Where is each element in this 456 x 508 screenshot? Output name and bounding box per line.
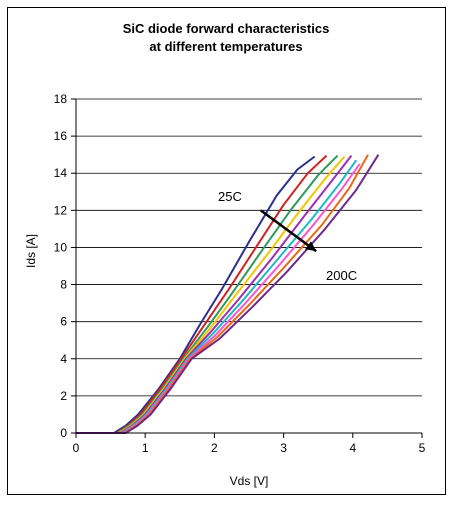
y-tick-label-16: 16 — [54, 129, 68, 143]
series-line-1 — [76, 155, 316, 434]
temperature-arrow — [260, 209, 317, 253]
x-tick-label-3: 3 — [280, 441, 287, 455]
annotation-25c: 25C — [218, 189, 242, 204]
y-tick-label-14: 14 — [54, 166, 68, 180]
chart-title-line-2: at different temperatures — [149, 39, 302, 54]
series-line-4 — [76, 155, 346, 434]
x-tick-label-5: 5 — [419, 441, 426, 455]
y-tick-label-12: 12 — [54, 203, 68, 217]
y-axis-label: Ids [A] — [24, 234, 38, 268]
y-tick-label-8: 8 — [60, 278, 67, 292]
y-tick-label-6: 6 — [60, 315, 67, 329]
series-line-7 — [76, 163, 361, 434]
series-line-9 — [76, 154, 380, 434]
series-line-3 — [76, 154, 339, 434]
x-axis-label: Vds [V] — [230, 474, 269, 488]
y-tick-label-4: 4 — [60, 352, 67, 366]
y-tick-label-2: 2 — [60, 389, 67, 403]
x-tick-label-4: 4 — [349, 441, 356, 455]
y-tick-label-18: 18 — [54, 92, 68, 106]
chart-title-line-1: SiC diode forward characteristics — [123, 21, 330, 36]
arrow-head — [305, 241, 317, 252]
chart-area: SiC diode forward characteristics at dif… — [7, 7, 446, 495]
annotation-200c: 200C — [326, 268, 357, 283]
series-layer — [76, 154, 380, 434]
x-tick-label-2: 2 — [211, 441, 218, 455]
y-tick-label-0: 0 — [60, 426, 67, 440]
series-line-2 — [76, 154, 328, 434]
arrow-shaft — [260, 209, 317, 253]
grid-layer — [76, 98, 422, 397]
y-tick-label-10: 10 — [54, 240, 68, 254]
x-tick-label-0: 0 — [73, 441, 80, 455]
chart-svg: SiC diode forward characteristics at dif… — [24, 21, 426, 488]
axis-layer — [71, 98, 423, 438]
x-tick-label-1: 1 — [142, 441, 149, 455]
